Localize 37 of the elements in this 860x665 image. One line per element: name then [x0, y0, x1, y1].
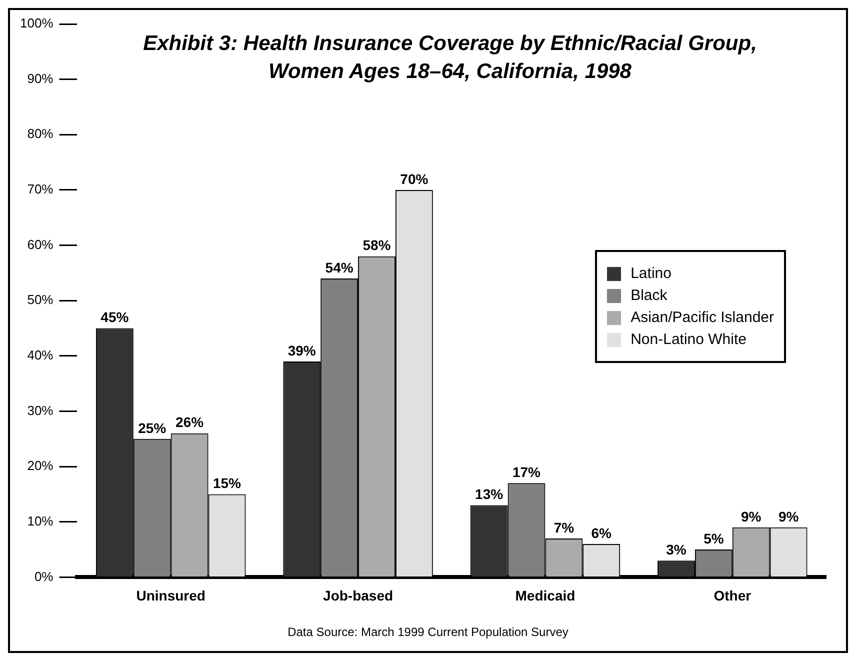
legend-label: Asian/Pacific Islander [630, 309, 774, 326]
data-label: 45% [100, 309, 130, 326]
x-tick-label: Other [714, 587, 752, 604]
legend-label: Black [630, 287, 668, 304]
data-label: 58% [362, 237, 392, 254]
data-label: 9% [741, 508, 762, 524]
data-label: 7% [554, 519, 575, 536]
data-label: 39% [288, 342, 316, 358]
source-note: Data Source: March 1999 Current Population Survey [286, 625, 570, 639]
data-label: 6% [591, 524, 612, 541]
x-tick-label: Uninsured [136, 587, 206, 604]
y-tick-label: 40% [27, 348, 54, 362]
data-label: 17% [512, 464, 542, 480]
y-tick-label: 0% [34, 568, 54, 584]
y-tick-label: 90% [27, 70, 54, 86]
data-label: 9% [778, 508, 800, 524]
y-tick-label: 10% [27, 513, 54, 528]
x-tick-label: Job-based [323, 587, 394, 604]
data-label: 15% [212, 475, 242, 492]
legend-label: Non-Latino White [630, 331, 746, 348]
x-tick-label: Medicaid [515, 587, 576, 604]
text: Exhibit 3: Health Insurance Coverage by Ethnic/Racial Group, Women Ages 18–64, California, 1998 [142, 31, 758, 85]
y-tick-label: 80% [27, 126, 54, 142]
data-label: 54% [325, 259, 354, 276]
data-label: 5% [704, 530, 724, 546]
data-label: 3% [666, 541, 687, 558]
y-tick-label: 100% [20, 16, 54, 31]
y-tick-label: 50% [27, 292, 54, 308]
data-label: 25% [138, 420, 167, 436]
data-label: 13% [475, 486, 504, 502]
y-tick-label: 30% [27, 402, 54, 418]
y-tick-label: 20% [27, 458, 54, 474]
data-label: 70% [400, 170, 429, 187]
y-tick-label: 60% [27, 236, 54, 252]
data-label: 26% [176, 414, 204, 430]
y-tick-label: 70% [27, 182, 54, 197]
legend-label: Latino [630, 265, 672, 282]
